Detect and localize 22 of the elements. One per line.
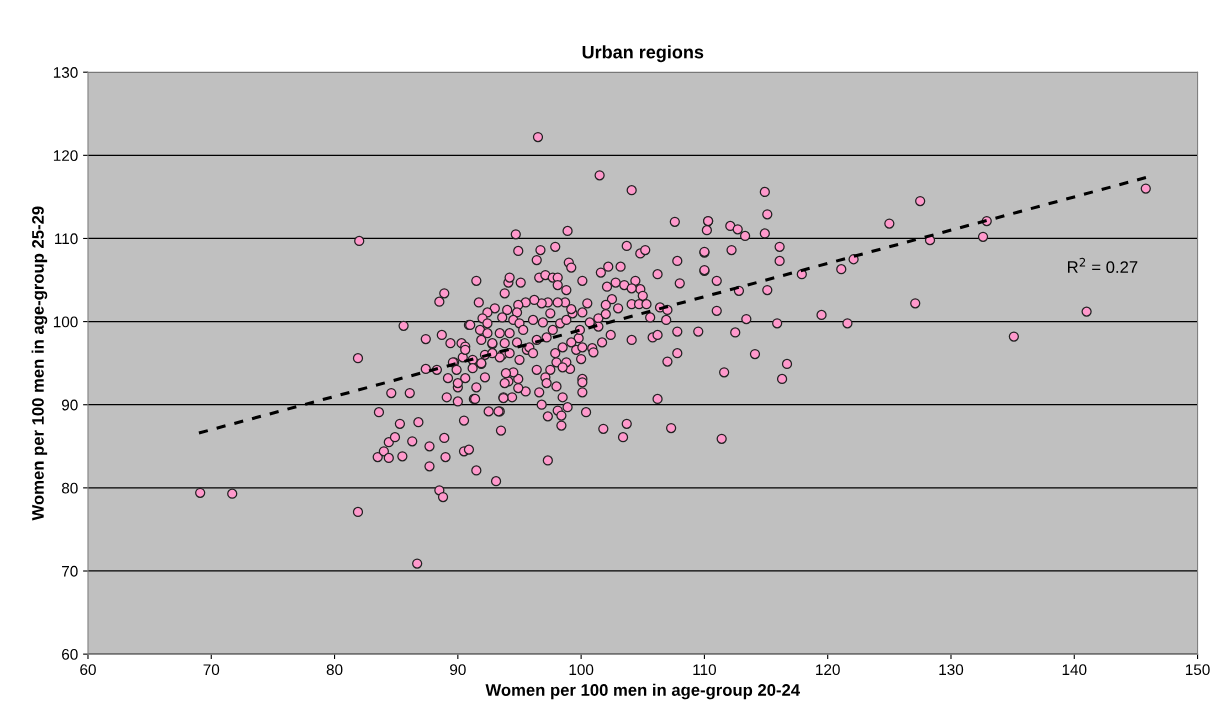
y-tick-label: 70 — [62, 565, 78, 577]
x-tick-label: 80 — [326, 664, 343, 676]
y-tick-label: 100 — [53, 316, 78, 328]
x-tick-label: 70 — [203, 664, 220, 676]
y-tick-label: 60 — [62, 649, 78, 660]
x-tick-label: 140 — [1062, 664, 1087, 676]
x-tick-label: 60 — [80, 664, 96, 676]
y-tick-label: 130 — [53, 67, 78, 78]
y-tick-label: 80 — [61, 482, 78, 494]
chart-title: Urban regions — [582, 45, 704, 63]
y-tick-label: 110 — [55, 233, 78, 245]
x-tick-label: 100 — [569, 664, 594, 676]
y-tick-label: 120 — [53, 150, 78, 162]
x-tick-label: 150 — [1185, 664, 1210, 676]
x-tick-label: 130 — [939, 664, 964, 676]
y-tick-label: 90 — [61, 399, 78, 411]
x-axis-title: Women per 100 men in age-group 20-24 — [485, 683, 800, 700]
y-axis-title: Women per 100 men in age-group 25-29 — [31, 206, 48, 521]
x-tick-label: 120 — [816, 664, 840, 676]
annotation: R$^{2}$ = 0.27 — [1068, 257, 1138, 273]
x-tick-label: 90 — [450, 664, 466, 676]
x-tick-label: 110 — [693, 664, 716, 676]
